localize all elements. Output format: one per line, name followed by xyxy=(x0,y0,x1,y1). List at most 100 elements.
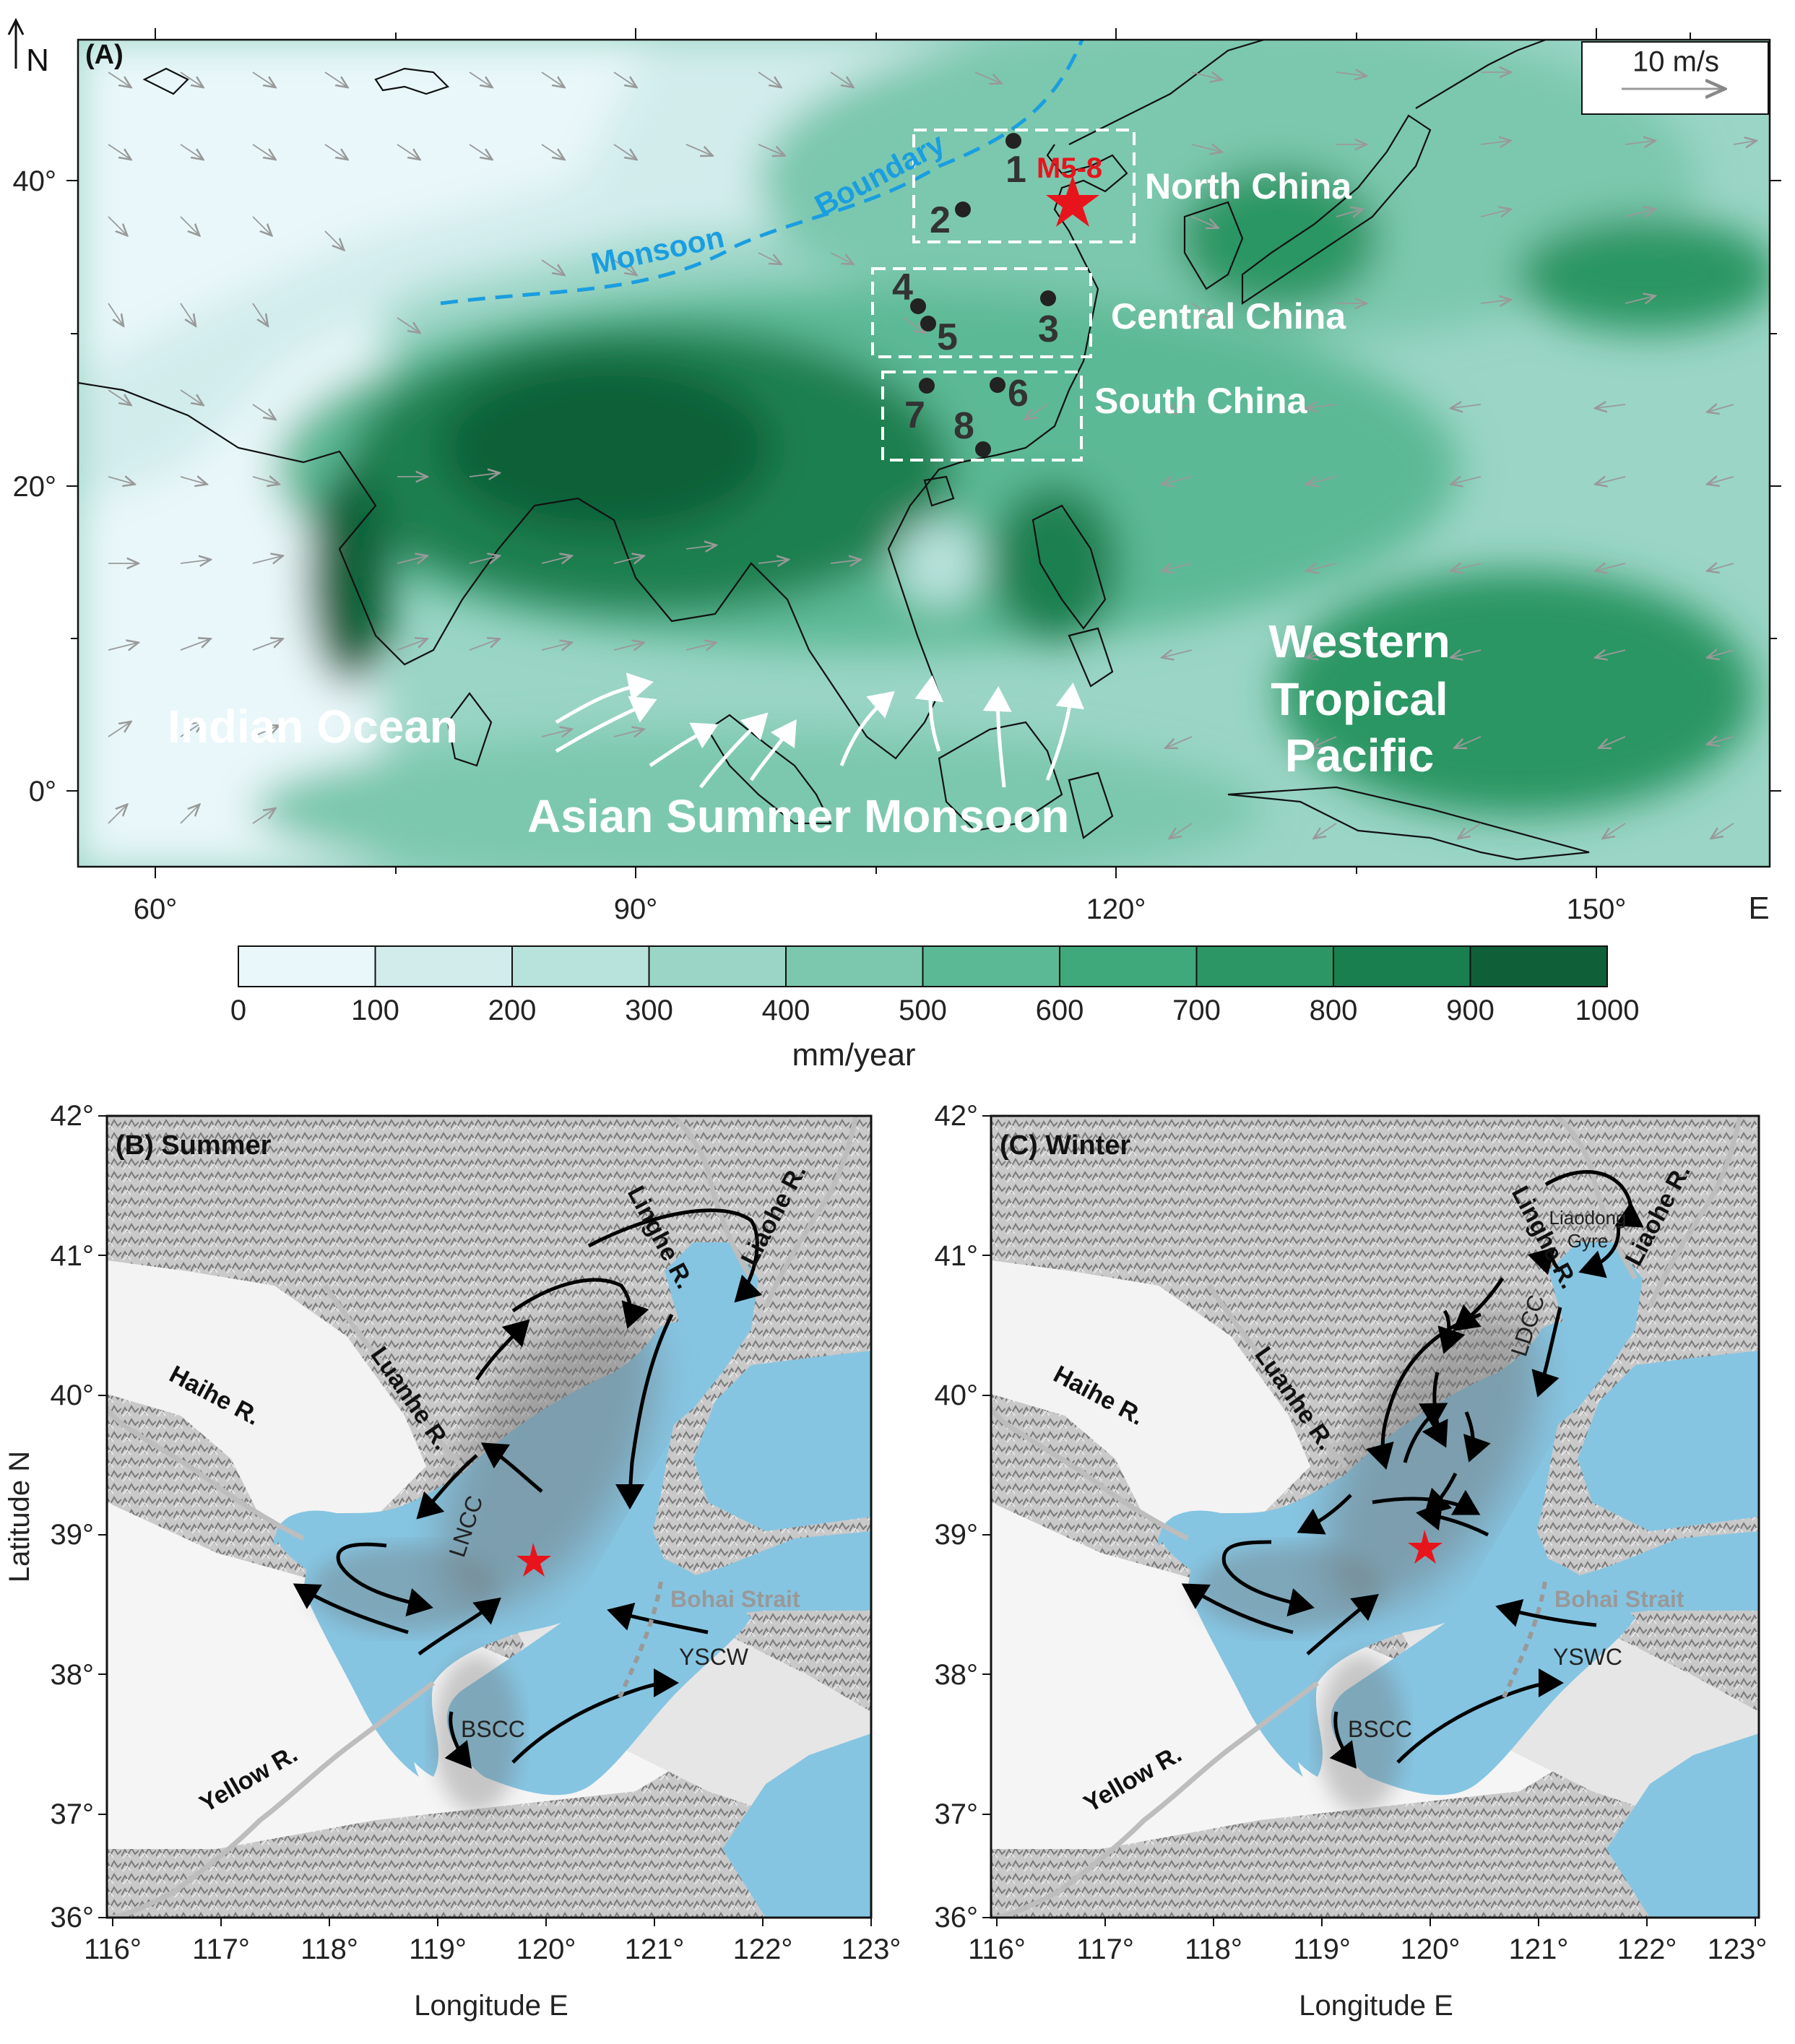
core-site-label: M5-8 xyxy=(1037,152,1102,184)
lat-tick-20: 20° xyxy=(13,471,57,503)
precipitation-field xyxy=(78,40,1770,867)
panel-a-frame xyxy=(77,38,1771,868)
lon-121-c: 121° xyxy=(1509,1933,1569,1965)
north-china-box xyxy=(912,129,1136,243)
panel-a-map: 10 m/s N xyxy=(7,17,1781,878)
lon-tick-90: 90° xyxy=(614,893,658,925)
colorbar-bin xyxy=(238,945,376,987)
lon-118-b: 118° xyxy=(300,1933,358,1965)
lat-40-c: 40° xyxy=(935,1380,979,1411)
rivers-b xyxy=(107,1116,859,1918)
site-dot-1 xyxy=(1005,133,1021,149)
site-label-8: 8 xyxy=(953,405,974,447)
wind-vector-field xyxy=(108,72,1755,838)
panel-a-lat-labels: 40° 20° 0° xyxy=(13,165,57,807)
panel-b-ylabel: Latitude N xyxy=(4,1451,35,1582)
lat-36-c: 36° xyxy=(935,1902,979,1933)
lon-axis-label: E xyxy=(1748,891,1769,926)
lon-119-b: 119° xyxy=(409,1933,467,1965)
colorbar-tick-label: 400 xyxy=(762,995,810,1026)
colorbar-bin xyxy=(1195,945,1334,987)
lon-122-b: 122° xyxy=(733,1933,793,1965)
colorbar-tick-label: 300 xyxy=(625,995,673,1026)
site-dot-4 xyxy=(910,298,926,314)
colorbar-tick-label: 900 xyxy=(1446,995,1495,1026)
core-site-star xyxy=(1046,176,1099,227)
colorbar-bin xyxy=(785,945,924,987)
lat-tick-40: 40° xyxy=(13,165,57,197)
colorbar-bin xyxy=(922,945,1060,987)
panel-c-flow-arrows xyxy=(1181,1170,1644,1769)
lat-38-c: 38° xyxy=(935,1659,979,1691)
lat-40-b: 40° xyxy=(51,1380,95,1411)
colorbar-bin xyxy=(374,945,513,987)
lon-tick-150: 150° xyxy=(1567,893,1627,925)
site-dot-8 xyxy=(975,441,991,457)
panel-b-title: (B) Summer xyxy=(116,1130,272,1161)
site-label-4: 4 xyxy=(892,267,913,308)
lat-41-b: 41° xyxy=(51,1240,95,1272)
lon-120-b: 120° xyxy=(516,1933,576,1965)
bohai-strait-line-b xyxy=(618,1581,663,1699)
colorbar-tick-label: 200 xyxy=(488,995,537,1026)
panel-c-frame xyxy=(990,1114,1760,1919)
colorbar-bin xyxy=(1333,945,1471,987)
pacific-line-1: Western xyxy=(1268,615,1450,667)
bohai-strait-label-b: Bohai Strait xyxy=(670,1586,800,1612)
panel-b-current-labels: LNCC YSCW BSCC xyxy=(444,1492,748,1742)
lat-36-b: 36° xyxy=(51,1902,95,1933)
monsoon-boundary-line xyxy=(440,40,1084,306)
bottom-axes-ticks xyxy=(98,1115,1756,1926)
central-china-box xyxy=(871,267,1092,358)
panel-c-title: (C) Winter xyxy=(1000,1130,1130,1161)
site-markers xyxy=(910,133,1056,457)
lon-116-c: 116° xyxy=(968,1933,1026,1965)
current-yswc: YSWC xyxy=(1553,1644,1622,1670)
colorbar-bin xyxy=(648,945,787,987)
lat-39-b: 39° xyxy=(51,1519,95,1551)
panel-b-frame xyxy=(105,1114,873,1919)
site-dot-2 xyxy=(955,202,971,217)
lon-120-c: 120° xyxy=(1401,1933,1461,1965)
rivers-c xyxy=(991,1116,1743,1918)
panel-c-lat-labels: 42° 41° 40° 39° 38° 37° 36° xyxy=(935,1100,979,1933)
bohai-strait-line-c xyxy=(1502,1581,1547,1699)
current-bscc-c: BSCC xyxy=(1348,1716,1412,1742)
lon-121-b: 121° xyxy=(625,1933,685,1965)
panel-a-title: (A) xyxy=(85,40,124,70)
north-arrow-head xyxy=(7,17,25,35)
site-dot-7 xyxy=(919,378,935,394)
lon-116-b: 116° xyxy=(84,1933,142,1965)
site-dot-5 xyxy=(920,316,936,332)
panel-b-lat-labels: 42° 41° 40° 39° 38° 37° 36° xyxy=(51,1100,95,1933)
panel-c-lon-labels: 116° 117° 118° 119° 120° 121° 122° 123° xyxy=(968,1933,1767,1965)
liaodong-gyre-label: Liaodong Gyre xyxy=(1549,1207,1627,1252)
lon-tick-60: 60° xyxy=(134,893,178,925)
lon-123-b: 123° xyxy=(842,1933,901,1965)
indian-ocean-label: Indian Ocean xyxy=(168,701,458,753)
current-yscw: YSCW xyxy=(679,1644,749,1670)
colorbar-bin xyxy=(1469,945,1608,987)
colorbar-bin xyxy=(1059,945,1198,987)
bohai-strait-label-c: Bohai Strait xyxy=(1554,1586,1684,1612)
colorbar-tick-label: 1000 xyxy=(1575,995,1640,1026)
colorbar: 0 100 200 300 400 500 600 700 800 900 1000 xyxy=(230,945,1640,1026)
lon-118-c: 118° xyxy=(1185,1933,1242,1965)
colorbar-bin xyxy=(511,945,650,987)
site-label-5: 5 xyxy=(937,316,958,358)
colorbar-tick-label: 600 xyxy=(1036,995,1084,1026)
lon-tick-120: 120° xyxy=(1086,893,1146,925)
lat-37-c: 37° xyxy=(935,1798,979,1830)
site-dot-3 xyxy=(1040,290,1056,306)
colorbar-tick-label: 700 xyxy=(1172,995,1221,1026)
south-china-box xyxy=(881,371,1083,462)
colorbar-tick-label: 500 xyxy=(899,995,947,1026)
panel-c-xlabel: Longitude E xyxy=(1299,1990,1453,2022)
lat-tick-0: 0° xyxy=(29,776,56,807)
lat-41-c: 41° xyxy=(935,1240,979,1272)
core-site-star-b xyxy=(516,1543,551,1577)
colorbar-tick-label: 800 xyxy=(1310,995,1358,1026)
panel-c-map xyxy=(990,1114,1760,1919)
site-label-7: 7 xyxy=(904,394,925,436)
lat-37-b: 37° xyxy=(51,1798,95,1830)
